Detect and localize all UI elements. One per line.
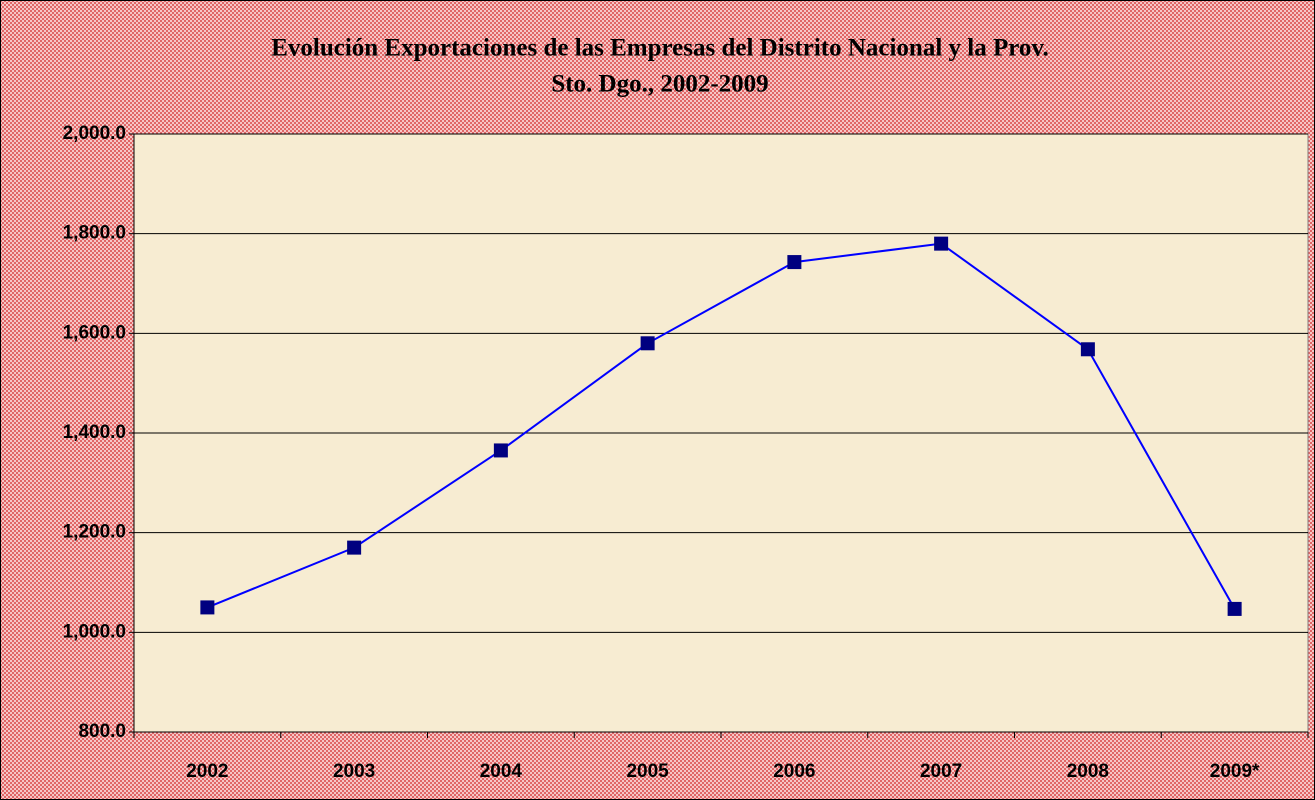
y-tick-label: 1,200.0 xyxy=(63,522,126,543)
x-tick-label: 2007 xyxy=(920,761,962,782)
x-tick-label: 2009* xyxy=(1210,761,1260,782)
x-tick-label: 2006 xyxy=(773,761,815,782)
x-tick-label: 2002 xyxy=(186,761,228,782)
chart-title: Evolución Exportaciones de las Empresas … xyxy=(271,35,1049,62)
data-point xyxy=(934,236,949,251)
data-point xyxy=(347,540,362,555)
y-tick-label: 1,400.0 xyxy=(63,422,126,443)
x-tick-label: 2004 xyxy=(480,761,523,782)
y-tick-label: 2,000.0 xyxy=(63,123,126,144)
data-point xyxy=(200,600,215,615)
data-point xyxy=(787,255,802,270)
x-tick-label: 2005 xyxy=(626,761,669,782)
data-point xyxy=(1227,601,1242,616)
series-line xyxy=(206,242,1236,610)
data-point xyxy=(1080,342,1095,357)
x-tick-label: 2003 xyxy=(333,761,375,782)
y-tick-label: 1,800.0 xyxy=(63,223,126,244)
x-tick-label: 2008 xyxy=(1067,761,1109,782)
y-tick-label: 800.0 xyxy=(78,721,126,742)
y-tick-label: 1,600.0 xyxy=(63,322,126,343)
data-point xyxy=(640,336,655,351)
chart-title: Sto. Dgo., 2002-2009 xyxy=(551,71,768,98)
y-tick-label: 1,000.0 xyxy=(63,621,126,642)
data-point xyxy=(493,443,508,458)
